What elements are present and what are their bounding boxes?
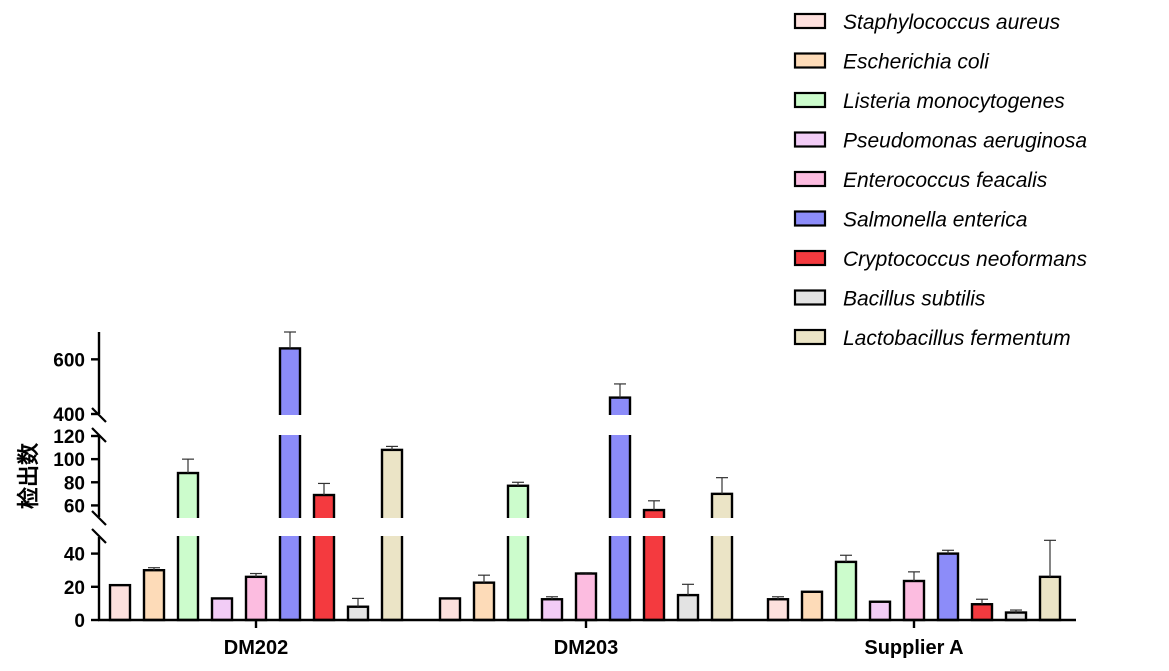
bar xyxy=(210,597,234,622)
legend-label: Pseudomonas aeruginosa xyxy=(843,130,1087,153)
axis-break-gap xyxy=(100,415,1080,435)
y-tick-label: 60 xyxy=(64,496,85,517)
y-tick-label: 120 xyxy=(53,427,85,448)
bar xyxy=(540,598,564,622)
y-tick-label: 20 xyxy=(64,578,85,599)
axis-break-gap xyxy=(100,518,1080,536)
legend-label: Cryptococcus neoformans xyxy=(843,248,1087,271)
legend: Staphylococcus aureus Escherichia coli Lis… xyxy=(793,11,1087,350)
bar xyxy=(176,471,200,622)
bar xyxy=(108,583,132,622)
x-tick-label: DM202 xyxy=(224,637,288,659)
bar xyxy=(936,552,960,622)
legend-swatch xyxy=(793,249,827,267)
bar xyxy=(710,492,734,622)
bar xyxy=(244,575,268,622)
bar xyxy=(278,347,302,622)
legend-swatch xyxy=(793,210,827,227)
legend-label: Staphylococcus aureus xyxy=(843,11,1061,34)
legend-label: Lactobacillus fermentum xyxy=(843,327,1071,350)
bar xyxy=(312,493,336,622)
bar xyxy=(1038,575,1062,622)
legend-label: Escherichia coli xyxy=(843,51,990,74)
legend-swatch xyxy=(793,52,827,69)
bar xyxy=(834,560,858,622)
bar xyxy=(346,605,370,622)
legend-label: Enterococcus feacalis xyxy=(843,169,1048,192)
legend-label: Listeria monocytogenes xyxy=(843,90,1065,113)
bar xyxy=(574,572,598,622)
legend-swatch xyxy=(793,131,827,148)
y-tick-label: 80 xyxy=(64,473,85,494)
legend-swatch xyxy=(793,289,827,306)
y-tick-label: 400 xyxy=(53,405,85,426)
legend-label: Bacillus subtilis xyxy=(843,288,986,311)
bars-layer xyxy=(100,331,1080,622)
legend-swatch xyxy=(793,328,827,346)
bar xyxy=(506,484,530,622)
legend-swatch xyxy=(793,12,827,30)
y-tick-label: 600 xyxy=(53,350,85,371)
legend-swatch xyxy=(793,170,827,188)
axis-break-mark xyxy=(91,510,107,526)
y-tick-label: 0 xyxy=(74,611,85,632)
bar xyxy=(438,597,462,622)
x-tick-label: Supplier A xyxy=(864,637,963,659)
bar xyxy=(676,593,700,622)
bar xyxy=(970,603,994,622)
bar xyxy=(766,598,790,622)
y-tick-label: 40 xyxy=(64,545,85,566)
axis-break-mark xyxy=(91,528,107,544)
y-tick-label: 100 xyxy=(53,450,85,471)
legend-swatch xyxy=(793,91,827,109)
bar xyxy=(142,569,166,622)
bar xyxy=(800,590,824,622)
y-axis-label: 检出数 xyxy=(16,442,41,509)
bar xyxy=(902,579,926,622)
bar xyxy=(868,600,892,622)
legend-label: Salmonella enterica xyxy=(843,209,1027,232)
x-tick-label: DM203 xyxy=(554,637,618,659)
bar xyxy=(472,581,496,622)
